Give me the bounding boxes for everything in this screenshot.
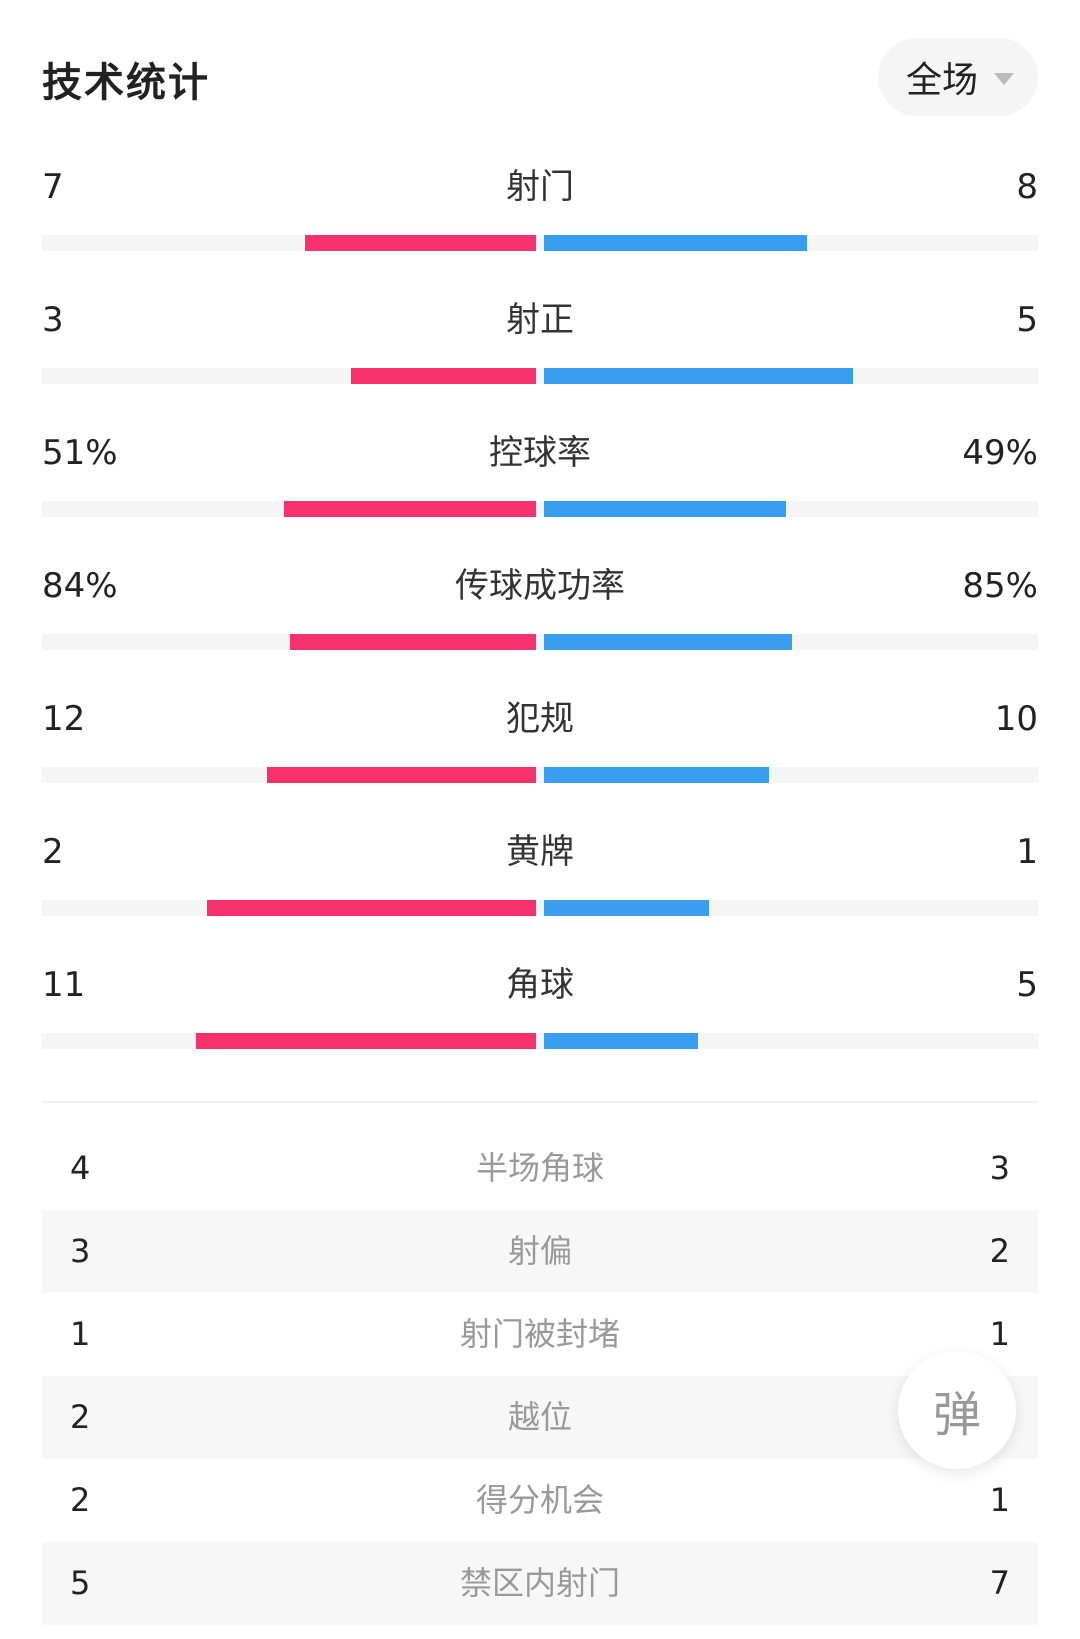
- away-bar: [544, 1033, 698, 1049]
- stat-row: 51% 控球率 49%: [42, 431, 1038, 564]
- home-bar: [305, 235, 536, 251]
- bar-track: [42, 1033, 1038, 1049]
- home-bar: [207, 900, 536, 916]
- away-value: 10: [994, 699, 1038, 739]
- home-value: 2: [42, 832, 64, 872]
- away-value: 8: [1016, 167, 1038, 207]
- stat-name: 角球: [506, 965, 574, 1005]
- stat-row: 7 射门 8: [42, 165, 1038, 298]
- home-value: 2: [70, 1398, 91, 1436]
- stat-name: 黄牌: [506, 832, 574, 872]
- stat-name: 控球率: [489, 433, 591, 473]
- home-value: 84%: [42, 566, 118, 606]
- stat-row: 3 射正 5: [42, 298, 1038, 431]
- away-value: 1: [1016, 832, 1038, 872]
- stat-row: 11 角球 5: [42, 963, 1038, 1096]
- home-value: 7: [42, 167, 64, 207]
- detail-stats-table: 4 半场角球 3 3 射偏 2 1 射门被封堵 1 2 越位 2 得分机会 1 …: [42, 1127, 1038, 1625]
- period-label: 全场: [906, 60, 979, 101]
- bar-track: [42, 634, 1038, 650]
- away-value: 1: [989, 1481, 1010, 1519]
- table-row: 3 射偏 2: [42, 1210, 1038, 1293]
- home-bar: [196, 1033, 536, 1049]
- stat-name: 射门: [506, 167, 574, 207]
- home-bar: [267, 767, 536, 783]
- danmu-button[interactable]: 弹: [898, 1351, 1016, 1469]
- stat-name: 越位: [507, 1398, 572, 1436]
- stat-name: 射门被封堵: [459, 1315, 620, 1353]
- home-value: 3: [70, 1232, 91, 1270]
- away-bar: [544, 368, 853, 384]
- home-value: 51%: [42, 433, 118, 473]
- away-bar: [544, 900, 709, 916]
- bar-track: [42, 501, 1038, 517]
- home-value: 3: [42, 300, 64, 340]
- away-bar: [544, 501, 786, 517]
- away-value: 3: [989, 1149, 1010, 1187]
- stat-name: 射正: [506, 300, 574, 340]
- bar-track: [42, 368, 1038, 384]
- away-value: 85%: [962, 566, 1038, 606]
- stats-header: 技术统计 全场: [42, 38, 1038, 118]
- table-row: 1 射门被封堵 1: [42, 1293, 1038, 1376]
- caret-down-icon: [994, 73, 1015, 85]
- section-divider: [42, 1101, 1038, 1103]
- home-bar: [290, 634, 536, 650]
- stat-name: 半场角球: [475, 1149, 604, 1187]
- table-row: 5 禁区内射门 7: [42, 1542, 1038, 1625]
- home-value: 2: [70, 1481, 91, 1519]
- stat-name: 禁区内射门: [459, 1564, 620, 1602]
- away-value: 49%: [962, 433, 1038, 473]
- home-value: 5: [70, 1564, 91, 1602]
- home-value: 1: [70, 1315, 91, 1353]
- away-bar: [544, 767, 769, 783]
- away-value: 1: [989, 1315, 1010, 1353]
- stat-name: 传球成功率: [455, 566, 625, 606]
- stat-name: 得分机会: [475, 1481, 604, 1519]
- away-bar: [544, 634, 792, 650]
- table-row: 4 半场角球 3: [42, 1127, 1038, 1210]
- page-title: 技术统计: [42, 60, 210, 106]
- away-value: 7: [989, 1564, 1010, 1602]
- stat-row: 12 犯规 10: [42, 697, 1038, 830]
- stat-name: 犯规: [506, 699, 574, 739]
- away-bar: [544, 235, 807, 251]
- stat-row: 2 黄牌 1: [42, 830, 1038, 963]
- away-value: 5: [1016, 965, 1038, 1005]
- stat-name: 射偏: [507, 1232, 572, 1270]
- stat-row: 84% 传球成功率 85%: [42, 564, 1038, 697]
- home-bar: [351, 368, 536, 384]
- home-value: 4: [70, 1149, 91, 1187]
- away-value: 2: [989, 1232, 1010, 1270]
- home-value: 11: [42, 965, 86, 1005]
- bar-track: [42, 767, 1038, 783]
- bar-track: [42, 900, 1038, 916]
- table-row: 2 越位: [42, 1376, 1038, 1459]
- home-value: 12: [42, 699, 86, 739]
- home-bar: [284, 501, 536, 517]
- period-select[interactable]: 全场: [878, 38, 1038, 116]
- away-value: 5: [1016, 300, 1038, 340]
- table-row: 2 得分机会 1: [42, 1459, 1038, 1542]
- bar-track: [42, 235, 1038, 251]
- stat-bars: 7 射门 8 3 射正 5 51% 控球率 49% 84% 传球成功率 85%: [42, 165, 1038, 1096]
